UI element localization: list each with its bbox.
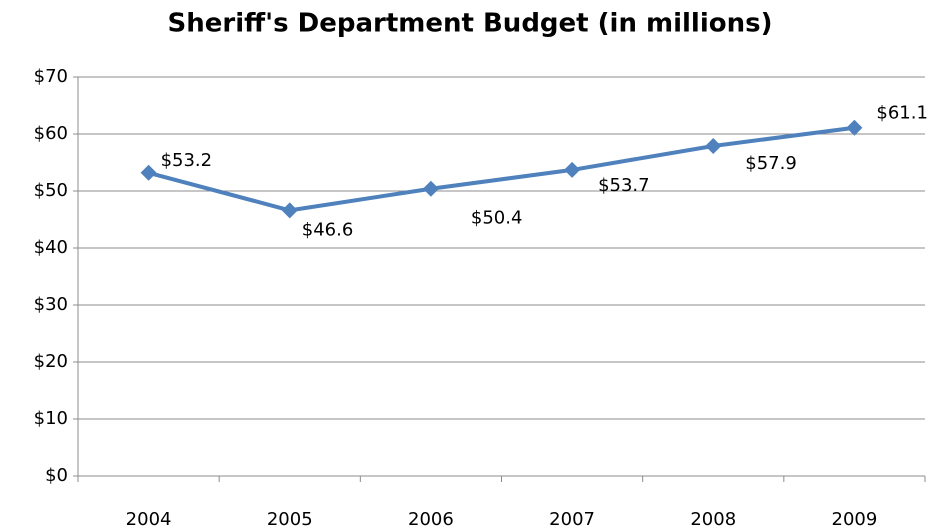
data-label: $53.7 xyxy=(598,175,650,196)
y-tick-label: $0 xyxy=(45,465,68,486)
x-tick-label: 2005 xyxy=(267,509,313,530)
y-tick-label: $20 xyxy=(34,351,68,372)
x-tick-label: 2004 xyxy=(126,509,172,530)
y-tick-label: $50 xyxy=(34,180,68,201)
y-tick-label: $60 xyxy=(34,123,68,144)
y-tick-label: $40 xyxy=(34,237,68,258)
marker xyxy=(281,202,298,219)
x-tick-label: 2006 xyxy=(408,509,454,530)
y-tick-label: $70 xyxy=(34,66,68,87)
data-label: $57.9 xyxy=(745,153,797,174)
marker xyxy=(846,119,863,136)
marker xyxy=(705,137,722,154)
data-label: $46.6 xyxy=(302,219,354,240)
marker xyxy=(564,161,581,178)
marker xyxy=(140,164,157,181)
y-tick-label: $30 xyxy=(34,294,68,315)
x-tick-label: 2007 xyxy=(549,509,595,530)
y-tick-label: $10 xyxy=(34,408,68,429)
data-label: $61.1 xyxy=(876,103,928,124)
data-label: $50.4 xyxy=(471,208,523,229)
line xyxy=(148,125,855,213)
x-tick-label: 2008 xyxy=(690,509,736,530)
x-tick-label: 2009 xyxy=(832,509,878,530)
data-label: $53.2 xyxy=(161,150,213,171)
chart-title: Sheriff's Department Budget (in millions… xyxy=(168,9,773,39)
marker xyxy=(422,180,439,197)
